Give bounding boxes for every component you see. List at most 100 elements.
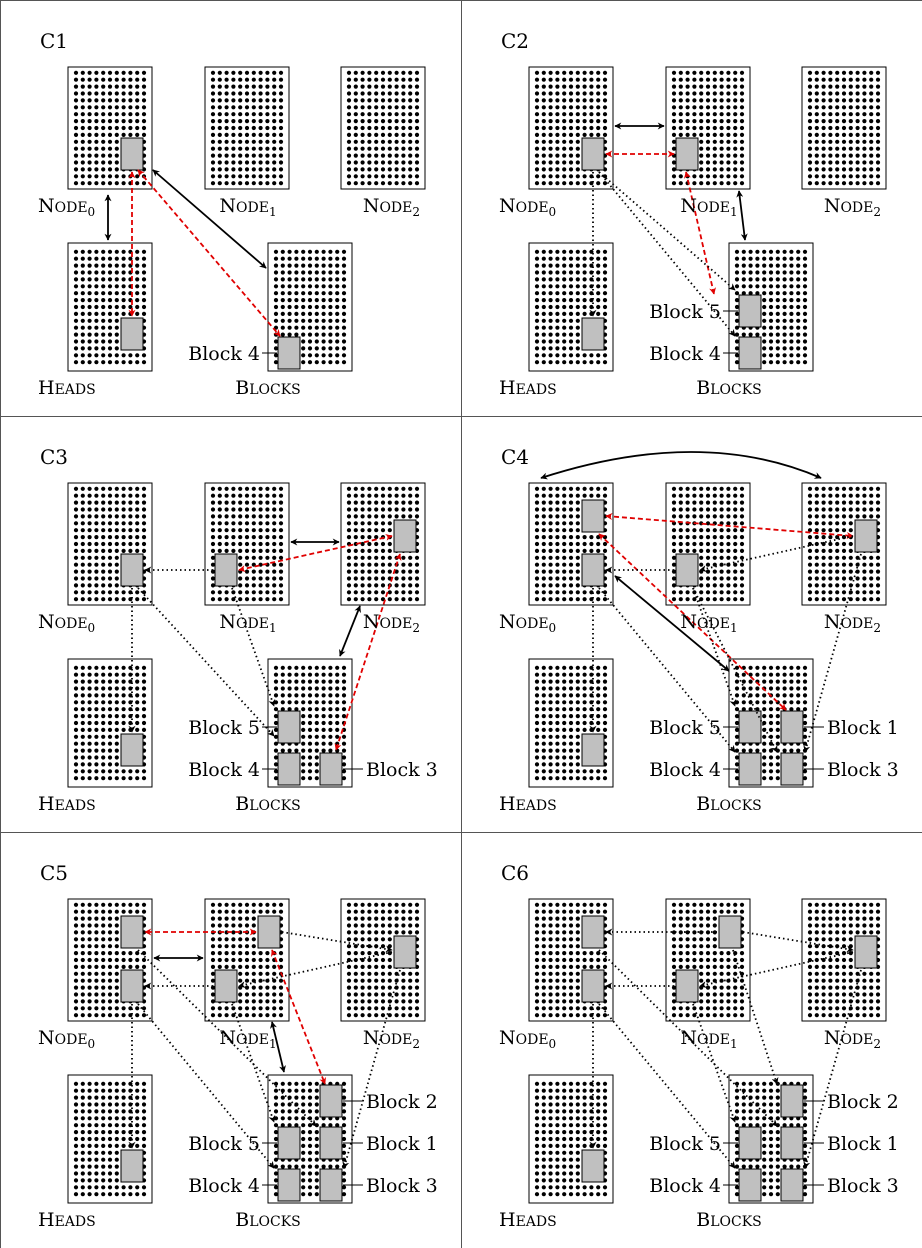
slot-b3 bbox=[319, 1168, 343, 1202]
slot-hd bbox=[581, 317, 605, 351]
node-0-label: NODE0 bbox=[38, 195, 95, 219]
node-1-label: NODE1 bbox=[680, 611, 737, 635]
node-0-grid bbox=[528, 66, 614, 190]
dotted-arrow-6 bbox=[281, 931, 393, 953]
panel-c1: C1 NODE0 NODE1 NODE2 HEADS BLOCKS Block 4 bbox=[0, 0, 462, 417]
red-dashed-arrow-3 bbox=[598, 533, 787, 711]
panel-c6: C6 NODE0 NODE1 NODE2 HEADS BLOCKS Block 2 Block… bbox=[461, 832, 922, 1248]
slot-b2 bbox=[780, 1084, 804, 1118]
dotted-arrow-4 bbox=[732, 949, 779, 1085]
node-0-label-subscript: 0 bbox=[88, 621, 96, 635]
slot-n1t bbox=[257, 915, 281, 949]
dotted-arrow-5 bbox=[238, 951, 393, 989]
node-0-label-subscript: 0 bbox=[88, 1037, 96, 1051]
slot-n2a bbox=[393, 519, 417, 553]
slot-n1a bbox=[675, 553, 699, 587]
slot-hd bbox=[120, 733, 144, 767]
block-label-b5: Block 5 bbox=[649, 301, 721, 323]
block-label-b4: Block 4 bbox=[649, 343, 721, 365]
slot-n1t bbox=[718, 915, 742, 949]
slot-n1a bbox=[214, 969, 238, 1003]
block-label-b3: Block 3 bbox=[366, 1175, 438, 1197]
node-2-label: NODE2 bbox=[824, 611, 881, 635]
dotted-arrow-7 bbox=[231, 587, 276, 707]
node-0-label: NODE0 bbox=[38, 1027, 95, 1051]
slot-b3 bbox=[780, 752, 804, 786]
slot-n1a bbox=[214, 553, 238, 587]
block-label-b5: Block 5 bbox=[188, 1133, 260, 1155]
slot-n0t bbox=[581, 915, 605, 949]
slot-n2a bbox=[854, 519, 878, 553]
slot-b5 bbox=[738, 710, 762, 744]
node-1-label-subscript: 1 bbox=[269, 621, 277, 635]
node-2-label: NODE2 bbox=[824, 195, 881, 219]
panel-label: C3 bbox=[40, 445, 68, 469]
slot-n2a bbox=[854, 935, 878, 969]
dotted-arrow-9 bbox=[137, 949, 317, 1127]
dotted-arrow-8 bbox=[692, 587, 778, 753]
solid-arrow-1 bbox=[736, 190, 748, 241]
heads-label: HEADS bbox=[38, 1209, 96, 1231]
dotted-arrow-7 bbox=[692, 587, 737, 707]
heads-grid bbox=[67, 1074, 153, 1204]
slot-hd bbox=[120, 317, 144, 351]
red-dashed-arrow-2 bbox=[605, 513, 854, 539]
node-0-label: NODE0 bbox=[499, 611, 556, 635]
block-label-b1: Block 1 bbox=[827, 1133, 899, 1155]
heads-grid bbox=[528, 658, 614, 788]
red-dashed-arrow-3 bbox=[137, 169, 281, 337]
block-label-b4: Block 4 bbox=[188, 343, 260, 365]
node-0-label: NODE0 bbox=[499, 1027, 556, 1051]
slot-b5 bbox=[277, 710, 301, 744]
node-0-label-subscript: 0 bbox=[549, 1037, 557, 1051]
heads-grid bbox=[67, 658, 153, 788]
dotted-arrow-10 bbox=[803, 553, 862, 753]
slot-n0a bbox=[581, 969, 605, 1003]
panel-label: C6 bbox=[501, 861, 529, 885]
node-2-label-subscript: 2 bbox=[873, 621, 881, 635]
dotted-arrow-6 bbox=[137, 587, 275, 737]
slot-b5 bbox=[277, 1126, 301, 1160]
node-0-label: NODE0 bbox=[38, 611, 95, 635]
node-1-label: NODE1 bbox=[680, 195, 737, 219]
node-1-label: NODE1 bbox=[219, 195, 276, 219]
node-1-grid bbox=[665, 66, 751, 190]
node-2-label: NODE2 bbox=[363, 611, 420, 635]
slot-b5 bbox=[738, 294, 762, 328]
node-2-label: NODE2 bbox=[824, 1027, 881, 1051]
panel-c5: C5 NODE0 NODE1 NODE2 HEADS BLOCKS Block 2 Block… bbox=[0, 832, 462, 1248]
node-2-label: NODE2 bbox=[363, 1027, 420, 1051]
slot-b5 bbox=[738, 1126, 762, 1160]
heads-label: HEADS bbox=[499, 377, 557, 399]
panel-label: C2 bbox=[501, 29, 529, 53]
slot-hd bbox=[581, 1149, 605, 1183]
block-label-b4: Block 4 bbox=[188, 1175, 260, 1197]
blocks-label: BLOCKS bbox=[235, 793, 301, 815]
blocks-label: BLOCKS bbox=[235, 377, 301, 399]
block-label-b4: Block 4 bbox=[188, 759, 260, 781]
block-label-b5: Block 5 bbox=[649, 1133, 721, 1155]
panel-label: C1 bbox=[40, 29, 68, 53]
node-1-grid bbox=[665, 482, 751, 606]
slot-b4 bbox=[738, 336, 762, 370]
node-1-label: NODE1 bbox=[680, 1027, 737, 1051]
red-dashed-arrow-3 bbox=[334, 553, 402, 751]
panel-border bbox=[461, 832, 922, 1248]
dotted-arrow-5 bbox=[699, 535, 854, 573]
slot-b3 bbox=[319, 752, 343, 786]
blocks-label: BLOCKS bbox=[696, 1209, 762, 1231]
node-1-label-subscript: 1 bbox=[730, 205, 738, 219]
dotted-arrow-6 bbox=[692, 1003, 737, 1123]
heads-label: HEADS bbox=[499, 1209, 557, 1231]
slot-n1a bbox=[675, 969, 699, 1003]
heads-grid bbox=[528, 1074, 614, 1204]
block-label-b3: Block 3 bbox=[827, 1175, 899, 1197]
panel-label: C4 bbox=[501, 445, 529, 469]
node-1-label-subscript: 1 bbox=[269, 1037, 277, 1051]
block-label-b1: Block 1 bbox=[827, 717, 899, 739]
node-2-label-subscript: 2 bbox=[412, 1037, 420, 1051]
slot-b4 bbox=[277, 336, 301, 370]
dotted-arrow-8 bbox=[231, 1003, 276, 1123]
node-2-grid bbox=[340, 66, 426, 190]
blocks-label: BLOCKS bbox=[235, 1209, 301, 1231]
